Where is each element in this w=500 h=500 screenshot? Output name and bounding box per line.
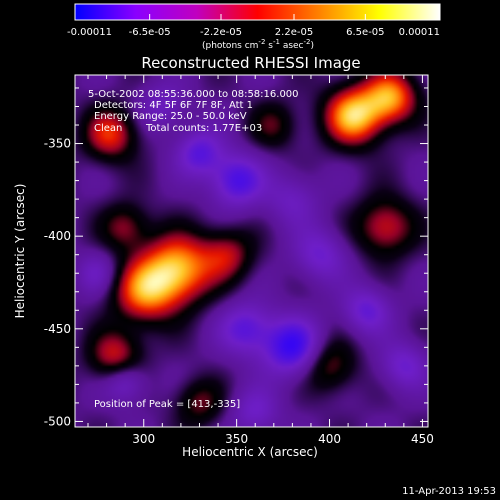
axis-ticks: 300 350 400 450 -350 -400 -450 -500: [44, 75, 434, 446]
colorbar-units: (photons cm-2 s-1 asec-2): [202, 38, 314, 51]
colorbar-tick-label: 6.5e-05: [346, 27, 384, 38]
x-tick-label: 400: [318, 432, 341, 446]
colorbar-tick-label: -0.00011: [67, 27, 112, 38]
x-tick-label: 300: [132, 432, 155, 446]
annotation-peak-position: Position of Peak = [413,-335]: [94, 399, 240, 410]
plot-frame: [74, 74, 429, 428]
x-axis-label: Heliocentric X (arcsec): [182, 445, 318, 459]
colorbar-tick-label: 2.2e-05: [275, 27, 313, 38]
annotation-energy-range: Energy Range: 25.0 - 50.0 keV: [94, 111, 247, 122]
annotation-detectors: Detectors: 4F 5F 6F 7F 8F, Att 1: [94, 100, 253, 111]
y-tick-label: -500: [44, 414, 71, 428]
chart-title: Reconstructed RHESSI Image: [141, 54, 360, 72]
x-tick-label: 450: [411, 432, 434, 446]
y-tick-label: -450: [44, 322, 71, 336]
y-tick-label: -350: [44, 137, 71, 151]
colorbar-tick-label: -2.2e-05: [200, 27, 242, 38]
annotation-total-counts: Total counts: 1.77E+03: [145, 123, 262, 134]
x-tick-label: 350: [225, 432, 248, 446]
annotation-time-range: 5-Oct-2002 08:55:36.000 to 08:58:16.000: [88, 89, 299, 100]
y-tick-label: -400: [44, 229, 71, 243]
colorbar-tick-label: 0.00011: [399, 27, 440, 38]
heatmap-image: [75, 75, 428, 427]
colorbar: -0.00011 -6.5e-05 -2.2e-05 2.2e-05 6.5e-05 0.…: [67, 3, 441, 51]
annotation-block: 5-Oct-2002 08:55:36.000 to 08:58:16.000 …: [88, 89, 299, 410]
colorbar-strip: [74, 3, 441, 21]
annotation-clean: Clean: [94, 123, 122, 134]
footer-timestamp: 11-Apr-2013 19:53: [402, 486, 496, 497]
colorbar-ticks: -0.00011 -6.5e-05 -2.2e-05 2.2e-05 6.5e-05 0.…: [67, 14, 441, 38]
y-axis-label: Heliocentric Y (arcsec): [13, 184, 27, 319]
colorbar-tick-label: -6.5e-05: [129, 27, 171, 38]
